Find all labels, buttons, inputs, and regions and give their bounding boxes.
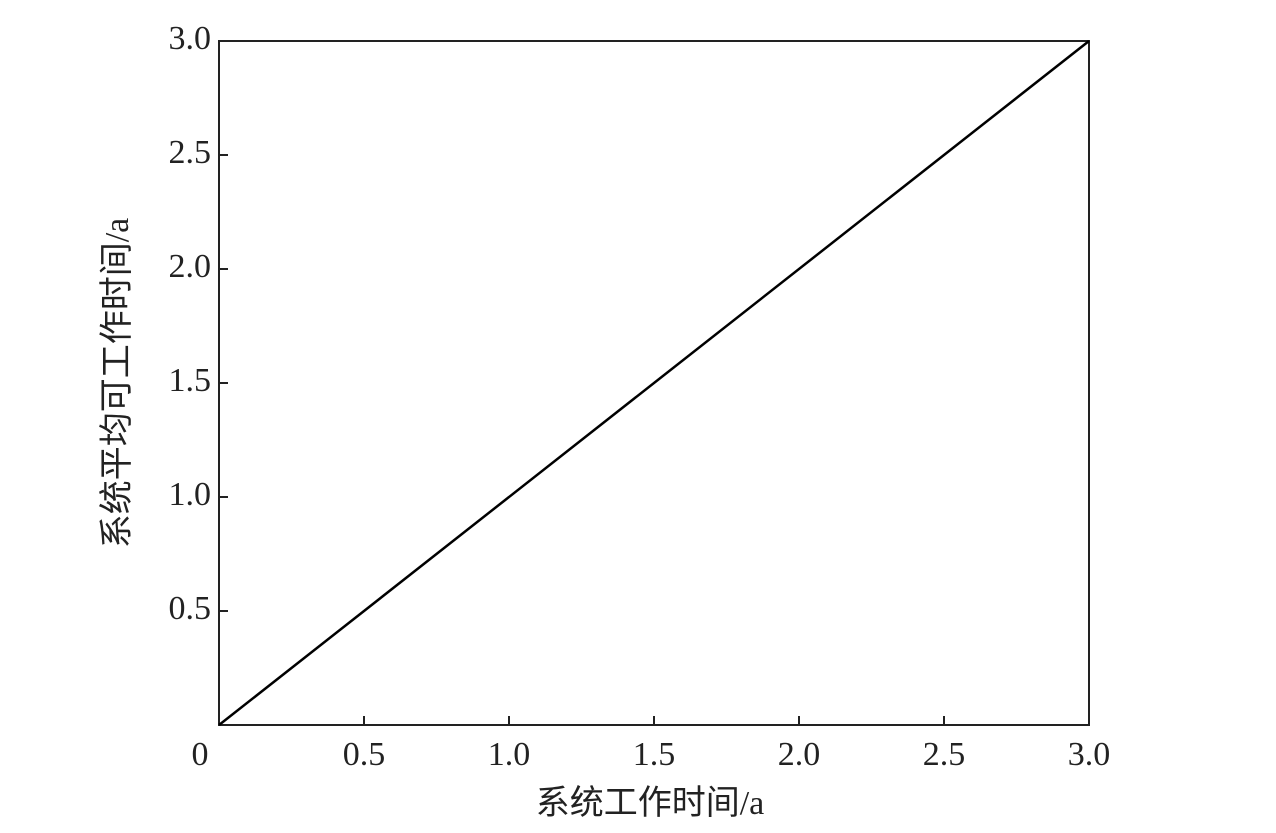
x-tick-label: 1.0 (488, 736, 531, 773)
y-tick-label: 1.5 (169, 362, 212, 399)
x-tick-label: 1.5 (633, 736, 676, 773)
y-tick-label: 1.0 (169, 476, 212, 513)
x-tick-label: 3.0 (1068, 736, 1111, 773)
y-tick-label: 3.0 (169, 20, 212, 57)
x-tick-label: 0 (192, 736, 209, 773)
y-tick-label: 0.5 (169, 590, 212, 627)
data-line (218, 40, 1090, 726)
y-axis-label: 系统平均可工作时间/a (98, 218, 136, 549)
x-tick-label: 0.5 (343, 736, 386, 773)
x-tick-label: 2.5 (923, 736, 966, 773)
x-axis-label: 系统工作时间/a (536, 784, 765, 822)
y-tick-label: 2.0 (169, 248, 212, 285)
x-tick-label: 2.0 (778, 736, 821, 773)
y-tick-label: 2.5 (169, 134, 212, 171)
